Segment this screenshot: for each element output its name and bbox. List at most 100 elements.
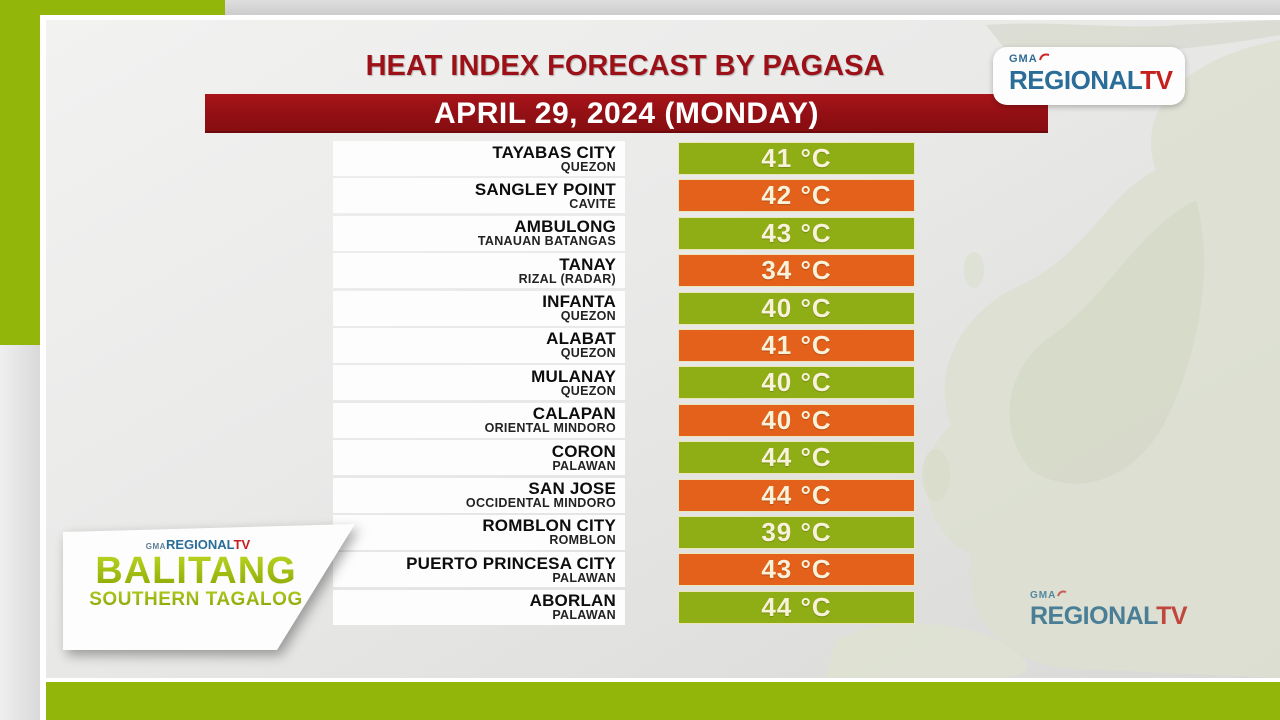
- temperature-value: 44 °C: [761, 591, 832, 622]
- station-label-panel: ALABAT QUEZON: [333, 327, 625, 363]
- temperature-value: 34 °C: [761, 255, 832, 286]
- station-label-panel: INFANTA QUEZON: [333, 290, 625, 326]
- province-name: PALAWAN: [552, 608, 616, 623]
- forecast-row: SANGLEY POINT CAVITE 42 °C: [333, 178, 915, 214]
- regional-wordmark: REGIONAL: [165, 537, 234, 552]
- station-name: AMBULONG: [514, 217, 616, 237]
- station-name: TANAY: [559, 254, 616, 274]
- station-label-panel: ROMBLON CITY ROMBLON: [333, 514, 625, 550]
- forecast-row: ROMBLON CITY ROMBLON 39 °C: [333, 514, 915, 550]
- station-name: INFANTA: [542, 292, 616, 312]
- province-name: CAVITE: [569, 196, 616, 211]
- forecast-row: AMBULONG TANAUAN BATANGAS 43 °C: [333, 215, 915, 251]
- page-title: HEAT INDEX FORECAST BY PAGASA: [365, 50, 885, 82]
- station-label-panel: AMBULONG TANAUAN BATANGAS: [333, 215, 625, 251]
- province-name: QUEZON: [560, 346, 616, 361]
- station-label-panel: CORON PALAWAN: [333, 440, 625, 476]
- tv-wordmark: TV: [233, 537, 251, 552]
- philippines-map-silhouette: [826, 20, 1280, 678]
- forecast-row: TAYABAS CITY QUEZON 41 °C: [333, 141, 915, 176]
- graphic-canvas: HEAT INDEX FORECAST BY PAGASA APRIL 29, …: [46, 20, 1280, 678]
- gma-wordmark: GMA: [145, 542, 166, 551]
- station-name: PUERTO PRINCESA CITY: [406, 553, 616, 573]
- station-name: ALABAT: [546, 329, 616, 349]
- temperature-bar: 44 °C: [678, 478, 915, 512]
- date-banner: APRIL 29, 2024 (MONDAY): [205, 94, 1048, 133]
- frame-left-gray-bar: [0, 345, 40, 720]
- tv-wordmark: TV: [1140, 65, 1173, 95]
- balitang-badge: GMA REGIONALTV BALITANG SOUTHERN TAGALOG: [55, 516, 365, 656]
- province-name: QUEZON: [560, 383, 616, 398]
- station-label-panel: TANAY RIZAL (RADAR): [333, 253, 625, 289]
- temperature-value: 43 °C: [761, 554, 832, 585]
- temperature-bar: 39 °C: [678, 515, 915, 549]
- temperature-value: 44 °C: [761, 442, 832, 473]
- temperature-bar: 40 °C: [678, 366, 915, 400]
- forecast-row: ABORLAN PALAWAN 44 °C: [333, 589, 915, 625]
- temperature-bar: 40 °C: [678, 291, 915, 325]
- temperature-bar: 41 °C: [678, 328, 915, 362]
- temperature-bar: 41 °C: [678, 142, 915, 175]
- station-label-panel: SANGLEY POINT CAVITE: [333, 178, 625, 214]
- station-label-panel: TAYABAS CITY QUEZON: [333, 141, 625, 176]
- temperature-bar: 44 °C: [678, 590, 915, 624]
- forecast-table: TAYABAS CITY QUEZON 41 °C SANGLEY POINT …: [333, 141, 915, 628]
- temperature-bar: 42 °C: [678, 179, 915, 213]
- temperature-bar: 44 °C: [678, 441, 915, 475]
- temperature-value: 40 °C: [761, 292, 832, 323]
- frame-top-gray-bar: [225, 0, 1280, 15]
- gma-wordmark: GMA: [1009, 53, 1038, 65]
- province-name: TANAUAN BATANGAS: [477, 234, 616, 249]
- province-name: OCCIDENTAL MINDORO: [465, 496, 616, 511]
- temperature-value: 39 °C: [761, 516, 832, 547]
- station-name: SANGLEY POINT: [474, 179, 616, 199]
- province-name: QUEZON: [560, 159, 616, 174]
- regional-wordmark: REGIONAL: [1009, 65, 1141, 95]
- province-name: ROMBLON: [549, 533, 616, 548]
- province-name: QUEZON: [560, 309, 616, 324]
- station-label-panel: MULANAY QUEZON: [333, 365, 625, 401]
- forecast-row: PUERTO PRINCESA CITY PALAWAN 43 °C: [333, 552, 915, 588]
- show-title: BALITANG: [95, 550, 297, 592]
- station-name: ROMBLON CITY: [482, 516, 616, 536]
- gma-regionaltv-logo: GMA REGIONALTV: [993, 47, 1185, 105]
- station-name: ABORLAN: [529, 591, 616, 611]
- station-label-panel: SAN JOSE OCCIDENTAL MINDORO: [333, 477, 625, 513]
- station-name: TAYABAS CITY: [492, 142, 616, 162]
- temperature-bar: 43 °C: [678, 216, 915, 250]
- temperature-value: 40 °C: [761, 404, 832, 435]
- forecast-row: SAN JOSE OCCIDENTAL MINDORO 44 °C: [333, 477, 915, 513]
- temperature-bar: 34 °C: [678, 254, 915, 288]
- province-name: ORIENTAL MINDORO: [484, 421, 616, 436]
- province-name: PALAWAN: [552, 570, 616, 585]
- forecast-row: CALAPAN ORIENTAL MINDORO 40 °C: [333, 402, 915, 438]
- forecast-row: MULANAY QUEZON 40 °C: [333, 365, 915, 401]
- gma-swoosh-icon: [1057, 590, 1067, 597]
- gma-regionaltv-watermark: GMA REGIONALTV: [1030, 588, 1188, 631]
- temperature-value: 40 °C: [761, 367, 832, 398]
- tv-wordmark: TV: [1156, 602, 1188, 630]
- temperature-value: 42 °C: [761, 180, 832, 211]
- frame-bottom-green-bar: [46, 682, 1280, 720]
- temperature-value: 41 °C: [761, 143, 832, 173]
- gma-wordmark: GMA: [1030, 590, 1057, 601]
- show-subtitle: SOUTHERN TAGALOG: [89, 589, 303, 610]
- forecast-row: CORON PALAWAN 44 °C: [333, 440, 915, 476]
- temperature-value: 41 °C: [761, 329, 832, 360]
- station-name: CALAPAN: [532, 404, 616, 424]
- temperature-value: 44 °C: [761, 479, 832, 510]
- station-label-panel: ABORLAN PALAWAN: [333, 589, 625, 625]
- station-name: SAN JOSE: [528, 479, 616, 499]
- forecast-row: TANAY RIZAL (RADAR) 34 °C: [333, 253, 915, 289]
- station-name: MULANAY: [531, 366, 616, 386]
- temperature-bar: 43 °C: [678, 553, 915, 587]
- forecast-row: INFANTA QUEZON 40 °C: [333, 290, 915, 326]
- station-label-panel: PUERTO PRINCESA CITY PALAWAN: [333, 552, 625, 588]
- station-name: CORON: [551, 441, 616, 461]
- gma-swoosh-icon: [1038, 53, 1049, 61]
- province-name: PALAWAN: [552, 458, 616, 473]
- temperature-bar: 40 °C: [678, 403, 915, 437]
- temperature-value: 43 °C: [761, 217, 832, 248]
- frame-top-green-bar: [0, 0, 225, 15]
- forecast-row: ALABAT QUEZON 41 °C: [333, 327, 915, 363]
